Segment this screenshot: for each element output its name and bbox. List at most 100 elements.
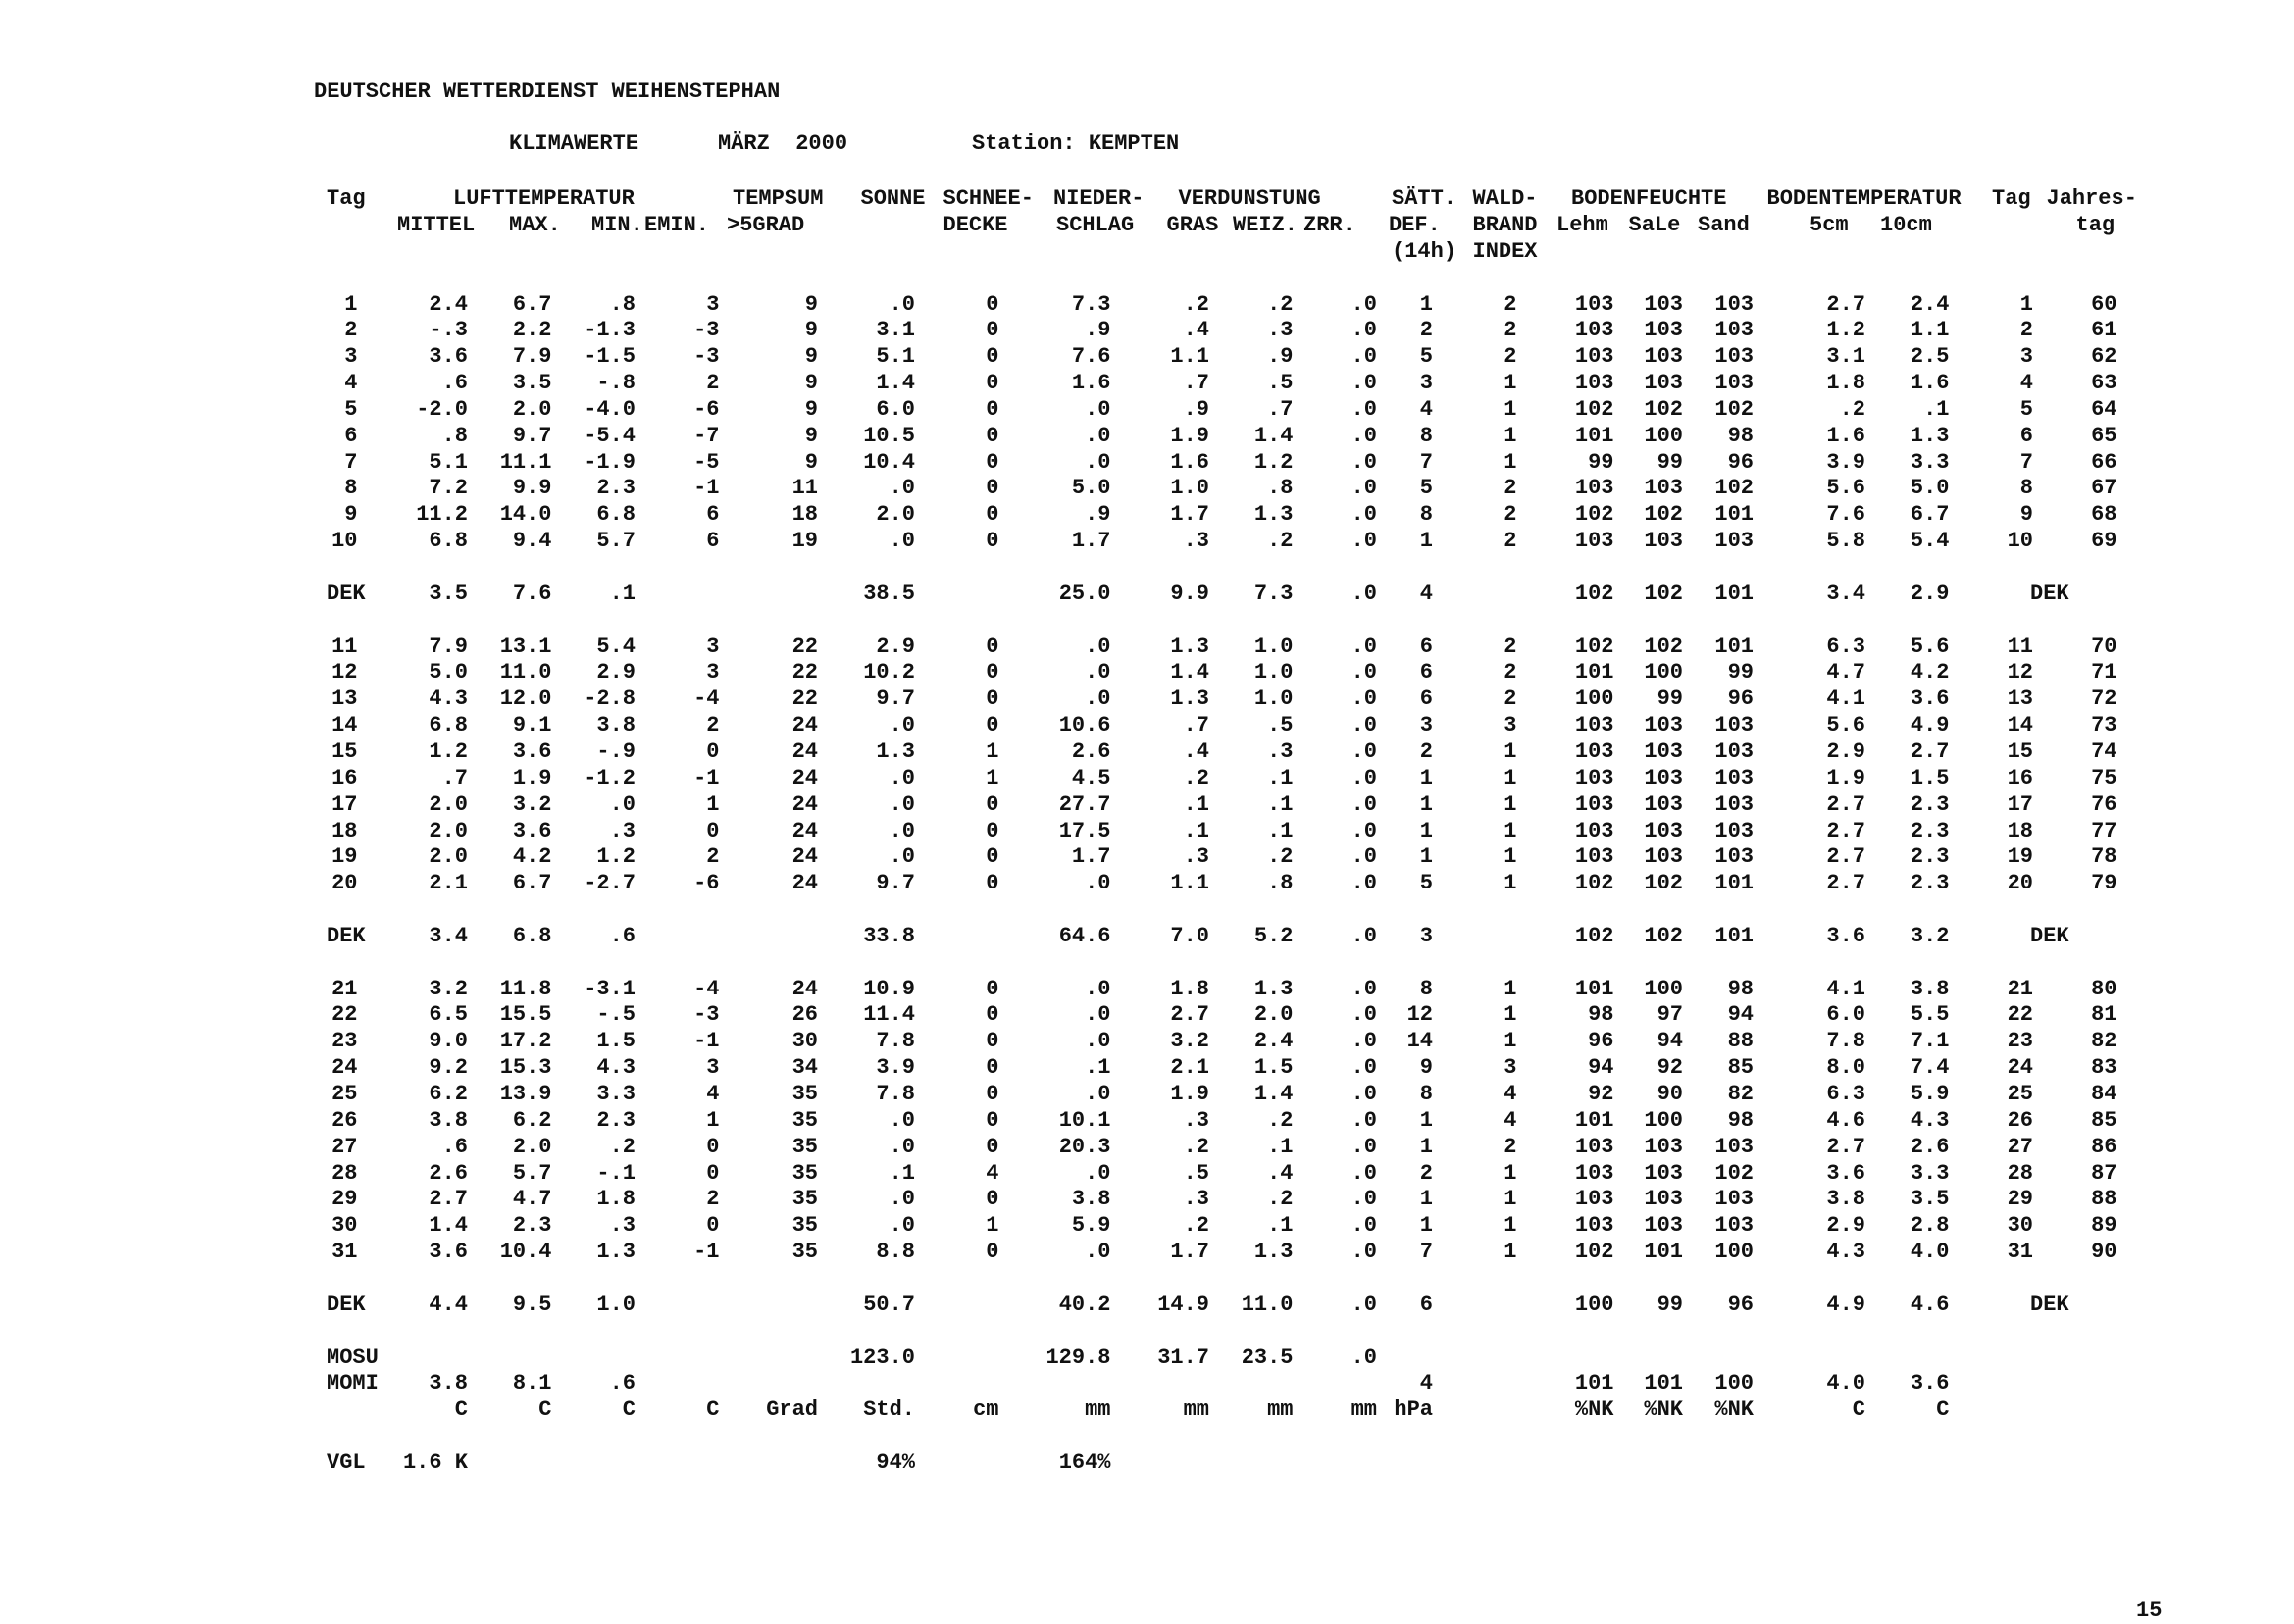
table-cell: .0: [1351, 660, 1377, 685]
table-cell: .0: [1351, 686, 1377, 712]
table-cell: .0: [1085, 1002, 1111, 1028]
table-cell: .3: [1183, 1187, 1209, 1212]
column-header: Sand: [1698, 212, 1750, 237]
table-cell: 14.0: [499, 502, 552, 528]
table-cell: 88: [1727, 1029, 1754, 1054]
table-cell: 1.2: [596, 844, 636, 870]
table-cell: .0: [1351, 976, 1377, 1001]
table-cell: 7.6: [1826, 502, 1865, 528]
table-cell: 14: [2007, 713, 2033, 738]
table-cell: 1.6: [1170, 449, 1209, 475]
table-cell: 30: [2007, 1213, 2033, 1239]
table-cell: 102: [1644, 396, 1683, 422]
table-cell: 102: [1644, 923, 1683, 948]
table-cell: 103: [1644, 1134, 1683, 1159]
table-cell: 9: [804, 396, 818, 422]
table-cell: 103: [1644, 765, 1683, 790]
table-cell: 1.2: [1253, 449, 1294, 475]
table-cell: 6.0: [1826, 1002, 1865, 1028]
table-cell: 3.2: [1170, 1029, 1209, 1054]
table-cell: 1: [1504, 765, 1517, 790]
table-cell: 2.0: [429, 791, 468, 817]
table-cell: -3.1: [584, 976, 636, 1001]
table-cell: 103: [1574, 818, 1614, 843]
table-cell: 1: [1504, 871, 1517, 896]
table-cell: .0: [1351, 1160, 1377, 1186]
table-cell: 103: [1574, 371, 1614, 396]
table-cell: .5: [1267, 713, 1294, 738]
table-cell: 0: [986, 1002, 999, 1028]
table-cell: 1.3: [876, 738, 915, 764]
table-cell: 79: [2091, 871, 2117, 896]
table-cell: 8: [1419, 976, 1433, 1001]
table-cell: 6.2: [429, 1082, 468, 1106]
table-cell: 3: [2019, 344, 2033, 370]
table-cell: 0: [986, 476, 999, 501]
table-cell: 4.9: [1910, 713, 1950, 738]
table-cell: 0: [986, 449, 999, 475]
table-cell: .0: [1351, 1213, 1377, 1239]
table-cell: 102: [1574, 923, 1614, 948]
table-cell: 103: [1714, 818, 1754, 843]
table-cell: 1.4: [429, 1213, 468, 1239]
table-cell: 19: [331, 844, 358, 870]
table-cell: 20.3: [1058, 1134, 1111, 1159]
table-cell: -5: [693, 449, 720, 475]
table-cell: 0: [706, 1160, 720, 1186]
table-cell: 92: [1657, 1055, 1683, 1081]
table-cell: .0: [889, 529, 915, 554]
table-cell: .2: [1839, 396, 1865, 422]
table-cell: 3: [344, 344, 358, 370]
table-cell: 1: [1504, 1240, 1517, 1265]
table-cell: 12.0: [499, 686, 552, 712]
table-cell: .6: [441, 1134, 468, 1159]
table-cell: .0: [1351, 791, 1377, 817]
table-cell: 35: [791, 1107, 818, 1133]
table-cell: 2.0: [1253, 1002, 1294, 1028]
table-cell: 2.1: [429, 871, 468, 896]
table-cell: 7: [2019, 449, 2033, 475]
table-cell: 0: [986, 818, 999, 843]
table-cell: 10.9: [863, 976, 915, 1001]
column-header: DEF.: [1389, 212, 1441, 237]
table-cell: 70: [2091, 634, 2117, 659]
table-cell: 3.3: [1910, 1160, 1950, 1186]
table-cell: 103: [1714, 529, 1754, 554]
table-cell: 2: [1419, 318, 1433, 343]
table-cell: .6: [441, 371, 468, 396]
table-cell: 19: [791, 529, 818, 554]
table-cell: .2: [1267, 1107, 1294, 1133]
table-cell: .2: [1267, 844, 1294, 870]
table-cell: 65: [2091, 423, 2117, 448]
table-cell: 84: [2091, 1082, 2117, 1106]
table-cell: 27: [2007, 1134, 2033, 1159]
table-cell: 103: [1714, 791, 1754, 817]
table-cell: 2: [706, 844, 720, 870]
table-cell: 103: [1574, 1134, 1614, 1159]
column-header: (14h): [1392, 238, 1457, 264]
table-cell: 24: [791, 818, 818, 843]
table-cell: 61: [2091, 318, 2117, 343]
table-cell: 3.5: [512, 371, 552, 396]
table-cell: 1: [1419, 1213, 1433, 1239]
table-cell: 15.3: [499, 1055, 552, 1081]
table-cell: 0: [986, 1107, 999, 1133]
table-cell: 40.2: [1058, 1292, 1111, 1317]
table-cell: 2.7: [1826, 1134, 1865, 1159]
table-cell: 24: [2007, 1055, 2033, 1081]
table-cell: 10.2: [863, 660, 915, 685]
table-cell: 103: [1714, 1187, 1754, 1212]
table-cell: 24: [791, 871, 818, 896]
table-cell: .5: [1267, 371, 1294, 396]
table-cell: 13: [331, 686, 358, 712]
table-cell: 5.1: [876, 344, 915, 370]
table-cell: 3.6: [429, 344, 468, 370]
table-cell: 2.9: [1826, 1213, 1865, 1239]
table-cell: 28: [331, 1160, 358, 1186]
table-cell: 99: [1727, 660, 1754, 685]
table-cell: 3: [1504, 713, 1517, 738]
table-cell: 3.8: [429, 1371, 468, 1396]
table-cell: .3: [1183, 844, 1209, 870]
table-cell: 1: [1504, 1187, 1517, 1212]
row-label: DEK: [327, 581, 366, 606]
